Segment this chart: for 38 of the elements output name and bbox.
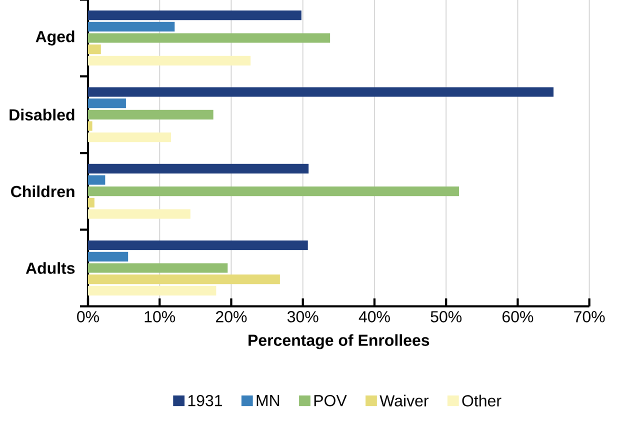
bar <box>88 121 92 131</box>
bar <box>88 240 308 250</box>
bar <box>88 44 101 54</box>
bar <box>88 98 126 108</box>
bar <box>88 263 228 273</box>
legend-label: Waiver <box>380 394 429 406</box>
x-tick-label: 30% <box>287 311 318 322</box>
legend-label: 1931 <box>188 394 222 406</box>
y-tick-label: Adults <box>26 262 75 274</box>
bar <box>88 274 280 284</box>
x-axis-title: Percentage of Enrollees <box>248 334 430 350</box>
legend-label: MN <box>256 395 280 406</box>
bar <box>88 252 128 262</box>
y-tick-label: Children <box>11 185 74 198</box>
bar <box>88 164 309 174</box>
bar <box>88 286 216 296</box>
bar <box>88 22 175 32</box>
bar <box>88 56 251 66</box>
bar <box>88 87 554 97</box>
x-tick-label: 20% <box>216 311 247 322</box>
x-tick-label: 10% <box>144 311 176 322</box>
bar <box>88 209 190 219</box>
x-tick-label: 0% <box>77 311 99 322</box>
bar <box>88 33 330 43</box>
x-tick-label: 60% <box>502 311 534 322</box>
bar <box>88 132 172 142</box>
bar <box>88 198 94 208</box>
legend-label: Other <box>462 394 502 406</box>
x-tick-label: 70% <box>574 311 605 322</box>
bar <box>88 175 106 185</box>
legend-label: POV <box>314 394 347 406</box>
bar <box>88 110 214 120</box>
bar <box>88 186 459 196</box>
bar <box>88 10 302 20</box>
y-tick-label: Aged <box>36 30 74 46</box>
x-tick-label: 50% <box>430 311 462 322</box>
x-tick-label: 40% <box>358 311 390 322</box>
y-tick-label: Disabled <box>10 108 74 121</box>
